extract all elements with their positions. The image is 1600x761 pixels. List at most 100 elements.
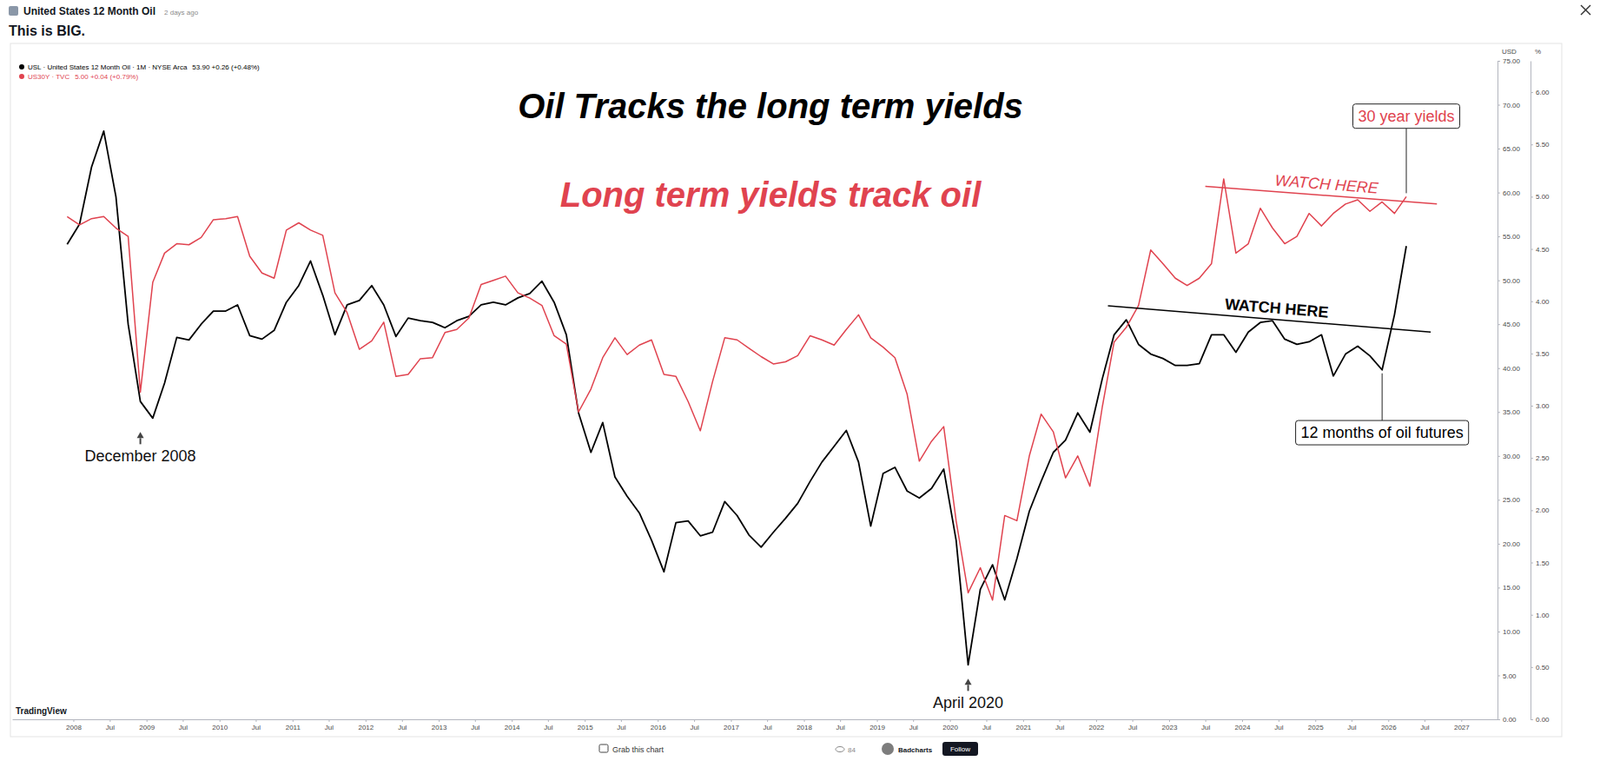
y2-axis-tick: 4.50 bbox=[1530, 245, 1550, 254]
y2-axis-tick: 5.50 bbox=[1530, 140, 1550, 149]
y-axis-tick: 5.00 bbox=[1497, 672, 1517, 681]
x-tick-label: Jul bbox=[616, 723, 626, 732]
x-tick-label: 2013 bbox=[431, 723, 448, 732]
y2-axis-tick: 1.50 bbox=[1530, 559, 1550, 568]
x-tick-mark bbox=[1278, 719, 1280, 722]
y2-axis-tick-mark bbox=[1530, 301, 1534, 303]
source-name[interactable]: United States 12 Month Oil bbox=[23, 5, 156, 18]
y2-axis-tick-label: 0.00 bbox=[1535, 715, 1550, 724]
follow-button[interactable] bbox=[942, 741, 979, 756]
x-tick: 2009 bbox=[138, 719, 155, 732]
y2-axis-tick-label: 3.00 bbox=[1535, 402, 1550, 410]
x-tick: Jul bbox=[1347, 719, 1356, 732]
legend-quote: 5.00 +0.04 (+0.79%) bbox=[74, 72, 139, 81]
callout-box bbox=[1352, 104, 1460, 129]
y-axis-tick-label: 20.00 bbox=[1502, 540, 1521, 549]
legend-quote: 53.90 +0.26 (+0.48%) bbox=[191, 63, 260, 72]
x-tick: Jul bbox=[909, 719, 919, 732]
legend-name: US30Y · TVC bbox=[27, 72, 70, 81]
x-tick-label: 2015 bbox=[577, 723, 594, 732]
y2-axis-tick-mark bbox=[1530, 353, 1534, 355]
x-tick-label: Jul bbox=[1201, 723, 1210, 732]
y2-axis-tick-mark bbox=[1530, 719, 1534, 721]
trendline-label: WATCH HERE bbox=[1223, 295, 1329, 322]
follow-label[interactable]: Follow bbox=[950, 745, 971, 754]
toolbar-icon[interactable] bbox=[599, 744, 609, 753]
callout: 30 year yields bbox=[1352, 104, 1460, 194]
x-tick-label: 2012 bbox=[357, 723, 374, 732]
y-axis-tick-mark bbox=[1497, 411, 1501, 413]
x-tick: Jul bbox=[1201, 719, 1210, 732]
y2-axis-tick-label: 2.00 bbox=[1535, 506, 1550, 515]
x-tick-label: Jul bbox=[836, 723, 846, 732]
x-tick-label: Jul bbox=[470, 723, 480, 732]
y-axis-tick: 10.00 bbox=[1497, 628, 1521, 636]
x-tick-mark bbox=[255, 719, 257, 722]
x-tick: Jul bbox=[470, 719, 480, 732]
x-tick: 2027 bbox=[1454, 719, 1470, 732]
y-axis-tick-label: 25.00 bbox=[1502, 495, 1521, 504]
y-axis-tick: 15.00 bbox=[1497, 583, 1521, 592]
x-tick-mark bbox=[1205, 719, 1207, 722]
x-tick: 2011 bbox=[285, 719, 302, 732]
x-tick-label: Jul bbox=[251, 723, 261, 732]
x-tick-label: 2019 bbox=[869, 723, 886, 732]
legend-entry: USL · United States 12 Month Oil · 1M · … bbox=[27, 63, 260, 72]
y2-axis-tick: 2.50 bbox=[1530, 454, 1550, 463]
author-name[interactable]: Badcharts bbox=[898, 746, 933, 754]
x-tick-mark bbox=[548, 719, 549, 722]
annotation-arrow bbox=[965, 678, 972, 685]
x-tick-mark bbox=[438, 719, 440, 722]
y-axis-tick-label: 70.00 bbox=[1502, 101, 1521, 110]
x-tick-mark bbox=[1132, 719, 1134, 722]
close-icon[interactable] bbox=[1580, 5, 1591, 15]
y-axis-tick-label: 65.00 bbox=[1502, 145, 1521, 153]
x-tick-label: Jul bbox=[690, 723, 700, 732]
y-axis-tick: 45.00 bbox=[1497, 320, 1521, 329]
toolbar-action[interactable]: Grab this chart bbox=[612, 745, 665, 754]
close-button[interactable] bbox=[1580, 5, 1591, 15]
x-tick: Jul bbox=[616, 719, 626, 732]
y2-axis-tick: 2.00 bbox=[1530, 506, 1550, 515]
source-icon bbox=[8, 6, 19, 16]
x-tick: 2014 bbox=[504, 719, 521, 732]
x-tick: 2023 bbox=[1162, 719, 1178, 732]
post-title: This is BIG. bbox=[8, 23, 86, 39]
x-tick-label: 2020 bbox=[942, 723, 959, 732]
y-axis-tick-mark bbox=[1497, 368, 1501, 370]
y-axis-tick-label: 45.00 bbox=[1502, 320, 1521, 329]
y2-axis-tick-label: 0.50 bbox=[1535, 663, 1550, 672]
y2-axis-tick: 6.00 bbox=[1530, 88, 1550, 97]
x-tick-mark bbox=[182, 719, 184, 722]
x-tick: Jul bbox=[543, 719, 553, 732]
x-tick: Jul bbox=[1420, 719, 1429, 732]
y-axis-title: USD bbox=[1501, 47, 1517, 56]
author-avatar[interactable] bbox=[881, 742, 894, 755]
x-tick: Jul bbox=[105, 719, 115, 732]
y2-axis-tick: 0.50 bbox=[1530, 663, 1550, 672]
x-tick-mark bbox=[365, 719, 367, 722]
x-tick-label: 2018 bbox=[796, 723, 813, 732]
views-icon bbox=[835, 747, 845, 753]
y-axis-tick: 55.00 bbox=[1497, 232, 1521, 241]
x-tick-mark bbox=[766, 719, 768, 722]
x-tick-mark bbox=[584, 719, 586, 722]
y2-axis-title: % bbox=[1534, 47, 1541, 56]
y2-axis-tick-label: 5.50 bbox=[1535, 140, 1550, 149]
x-tick-label: 2022 bbox=[1089, 723, 1105, 732]
x-tick: Jul bbox=[982, 719, 992, 732]
y2-axis-tick-label: 6.00 bbox=[1535, 88, 1550, 97]
trendline-label: WATCH HERE bbox=[1274, 171, 1381, 198]
y-axis-tick: 25.00 bbox=[1497, 495, 1521, 504]
x-tick-mark bbox=[730, 719, 732, 722]
y2-axis-tick: 4.00 bbox=[1530, 297, 1550, 306]
x-tick-label: 2021 bbox=[1015, 723, 1032, 732]
x-tick-mark bbox=[511, 719, 513, 722]
callout-leader bbox=[1406, 128, 1408, 194]
close-icon[interactable] bbox=[1580, 5, 1591, 15]
y2-axis-tick: 0.00 bbox=[1530, 715, 1550, 724]
x-tick-mark bbox=[219, 719, 221, 722]
x-tick-label: 2017 bbox=[723, 723, 740, 732]
x-tick-label: 2016 bbox=[650, 723, 667, 732]
y2-axis-tick-mark bbox=[1530, 614, 1534, 616]
